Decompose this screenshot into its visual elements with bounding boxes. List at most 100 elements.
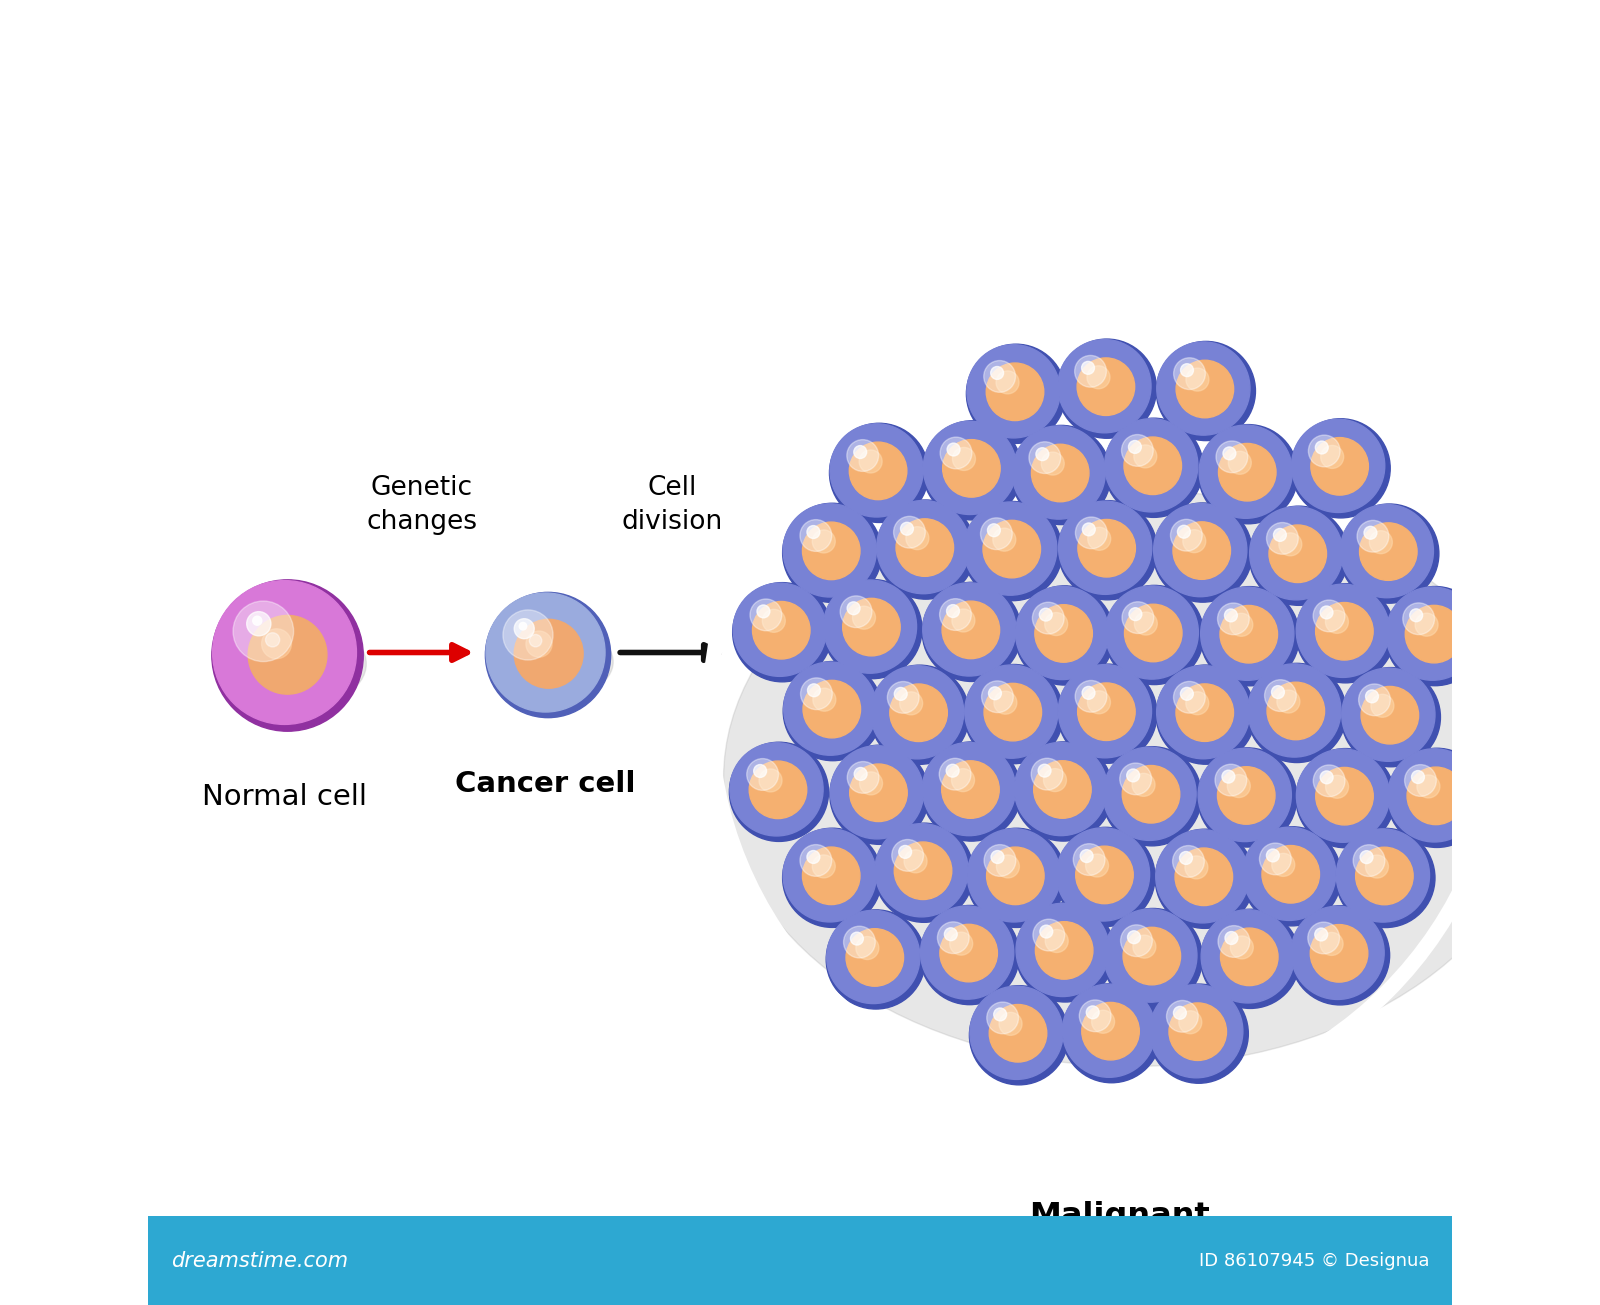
Circle shape <box>1042 452 1064 475</box>
Circle shape <box>1315 603 1373 660</box>
Circle shape <box>1016 903 1115 1002</box>
Circle shape <box>1157 666 1250 758</box>
Circle shape <box>1362 686 1419 744</box>
Circle shape <box>1309 435 1341 467</box>
Circle shape <box>782 504 882 603</box>
Circle shape <box>803 847 859 904</box>
Ellipse shape <box>488 624 613 699</box>
Circle shape <box>894 688 907 701</box>
Text: ID 86107945 © Designua: ID 86107945 © Designua <box>1198 1251 1429 1270</box>
Circle shape <box>813 530 835 553</box>
Circle shape <box>261 629 291 659</box>
Circle shape <box>1173 681 1205 713</box>
Circle shape <box>990 367 1003 380</box>
Circle shape <box>965 664 1064 763</box>
Circle shape <box>808 684 821 697</box>
Circle shape <box>920 906 1014 1000</box>
Circle shape <box>1227 775 1250 797</box>
Circle shape <box>800 519 832 552</box>
Circle shape <box>966 345 1061 438</box>
Circle shape <box>963 501 1062 600</box>
Circle shape <box>922 743 1021 842</box>
Circle shape <box>813 688 835 711</box>
Circle shape <box>1365 855 1389 878</box>
Circle shape <box>987 1002 1019 1034</box>
Circle shape <box>750 599 782 630</box>
Circle shape <box>1354 844 1386 877</box>
Circle shape <box>1075 355 1106 388</box>
Circle shape <box>1310 437 1368 495</box>
Circle shape <box>1154 504 1246 596</box>
Circle shape <box>1082 686 1094 699</box>
Circle shape <box>963 502 1058 595</box>
Text: Malignant
cancer cells: Malignant cancer cells <box>1013 1201 1226 1279</box>
Circle shape <box>1243 827 1336 920</box>
Circle shape <box>1274 529 1286 542</box>
Circle shape <box>922 582 1021 681</box>
Circle shape <box>870 666 970 765</box>
Circle shape <box>1320 606 1333 619</box>
Circle shape <box>1198 425 1293 518</box>
Circle shape <box>1296 749 1395 848</box>
Circle shape <box>856 937 878 959</box>
Circle shape <box>1341 505 1434 598</box>
Circle shape <box>824 579 917 673</box>
Circle shape <box>1336 829 1429 923</box>
Circle shape <box>1133 774 1155 796</box>
Circle shape <box>899 692 923 715</box>
Circle shape <box>1058 501 1157 600</box>
Circle shape <box>1150 984 1243 1078</box>
Circle shape <box>1104 419 1198 512</box>
Circle shape <box>1200 587 1294 680</box>
Circle shape <box>1418 775 1440 797</box>
Circle shape <box>1082 523 1096 536</box>
Circle shape <box>997 371 1019 394</box>
Circle shape <box>800 844 832 877</box>
Circle shape <box>514 620 582 688</box>
Circle shape <box>1085 853 1109 877</box>
Circle shape <box>1181 364 1194 377</box>
Circle shape <box>853 607 875 629</box>
Circle shape <box>800 677 832 710</box>
Circle shape <box>1310 924 1368 983</box>
Circle shape <box>1224 609 1237 621</box>
Circle shape <box>906 527 930 549</box>
Circle shape <box>526 632 552 658</box>
Circle shape <box>989 1005 1046 1062</box>
Circle shape <box>246 612 270 636</box>
Circle shape <box>1186 692 1210 715</box>
Circle shape <box>1360 523 1418 581</box>
Circle shape <box>1218 603 1250 634</box>
Circle shape <box>1176 684 1234 741</box>
Circle shape <box>1032 602 1064 634</box>
Circle shape <box>1229 452 1251 474</box>
Circle shape <box>1414 613 1438 637</box>
Circle shape <box>1086 1006 1099 1019</box>
Circle shape <box>1198 748 1298 847</box>
Circle shape <box>1080 850 1093 863</box>
Circle shape <box>749 761 806 818</box>
Circle shape <box>1291 419 1390 518</box>
Circle shape <box>939 758 971 790</box>
Circle shape <box>1272 853 1294 877</box>
Circle shape <box>1386 586 1485 685</box>
Text: Genetic
changes: Genetic changes <box>366 475 477 535</box>
Circle shape <box>784 662 877 756</box>
Circle shape <box>1035 921 1093 979</box>
Circle shape <box>944 928 957 941</box>
Circle shape <box>485 592 611 718</box>
Circle shape <box>1082 1002 1139 1060</box>
Circle shape <box>1013 425 1106 519</box>
Circle shape <box>248 616 326 694</box>
Circle shape <box>1058 339 1150 433</box>
Circle shape <box>952 769 974 792</box>
Circle shape <box>947 444 960 455</box>
Circle shape <box>1157 342 1250 435</box>
Circle shape <box>1198 424 1298 523</box>
Circle shape <box>1032 444 1090 501</box>
Circle shape <box>1173 846 1205 877</box>
Circle shape <box>1080 1000 1110 1032</box>
Circle shape <box>1174 358 1205 389</box>
Circle shape <box>952 609 974 632</box>
Circle shape <box>1365 690 1379 703</box>
